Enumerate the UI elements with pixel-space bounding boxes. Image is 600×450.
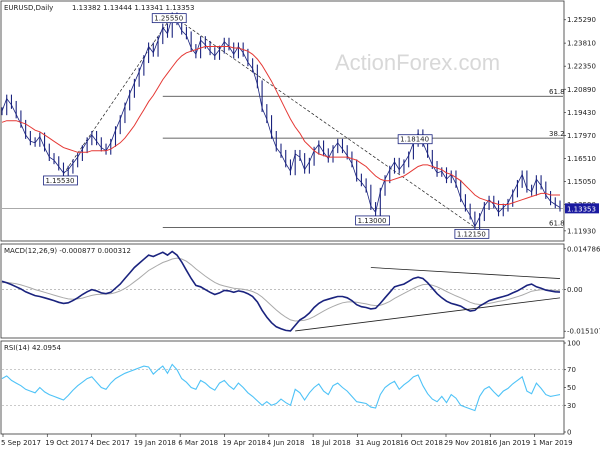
price-ytick-label: 1.20890 bbox=[567, 86, 596, 94]
fib-label-1: 38.2 bbox=[549, 130, 565, 138]
rsi-ytick-label: 0 bbox=[567, 429, 571, 437]
watermark: ActionForex.com bbox=[335, 50, 500, 75]
fib-label-2: 61.8 bbox=[549, 219, 565, 227]
rsi-panel-frame bbox=[0, 340, 565, 435]
price-ytick-label: 1.22350 bbox=[567, 63, 596, 71]
x-tick-label: 4 Dec 2017 bbox=[90, 439, 130, 447]
annotation-box-1 bbox=[151, 13, 187, 24]
current-price-tag bbox=[565, 203, 599, 214]
rsi-title: RSI(14) 42.0954 bbox=[4, 344, 61, 352]
x-tick-label: 6 Mar 2018 bbox=[178, 439, 218, 447]
current-price-label: 1.13353 bbox=[567, 205, 596, 213]
x-tick-label: 5 Sep 2017 bbox=[1, 439, 41, 447]
x-tick-label: 19 Apr 2018 bbox=[223, 439, 266, 447]
macd-ytick-label: 0.00 bbox=[567, 286, 583, 294]
rsi-ytick-label: 30 bbox=[567, 402, 576, 410]
rsi-ytick-label: 100 bbox=[567, 340, 580, 348]
macd-trendline-1 bbox=[370, 267, 561, 279]
price-ohlc: 1.13382 1.13444 1.13341 1.13353 bbox=[72, 4, 194, 12]
price-layer: 61.8 38.2 61.8 1.15530 1.25550 1.13000 1.18140… bbox=[1, 12, 565, 239]
annotation-label-2: 1.13000 bbox=[358, 217, 387, 225]
macd-layer bbox=[1, 250, 563, 332]
price-trendline-1 bbox=[172, 15, 476, 228]
rsi-ytick-label: 50 bbox=[567, 384, 576, 392]
rsi-series bbox=[1, 363, 561, 412]
rsi-ytick-label: 70 bbox=[567, 366, 576, 374]
price-ytick-label: 1.15050 bbox=[567, 178, 596, 186]
macd-ytick-label: -0.015107 bbox=[567, 328, 600, 336]
annotation-box-3 bbox=[397, 134, 433, 145]
price-ytick-label: 1.23810 bbox=[567, 40, 596, 48]
x-tick-label: 18 Jul 2018 bbox=[311, 439, 351, 447]
price-panel-frame bbox=[0, 0, 565, 242]
x-tick-label: 31 Aug 2018 bbox=[355, 439, 400, 447]
macd-ytick-label: 0.014786 bbox=[567, 245, 600, 253]
price-ytick-label: 1.16510 bbox=[567, 155, 596, 163]
price-title: EURUSD,Daily bbox=[4, 4, 53, 12]
price-ytick-label: 1.11930 bbox=[567, 227, 596, 235]
fib-label-0: 61.8 bbox=[549, 88, 565, 96]
annotation-box-0 bbox=[43, 175, 78, 186]
price-trendline-0 bbox=[63, 15, 173, 175]
price-ytick-label: 1.25290 bbox=[567, 16, 596, 24]
annotation-label-0: 1.15530 bbox=[45, 177, 74, 185]
macd-title: MACD(12,26,9) -0.000877 0.000312 bbox=[4, 247, 131, 255]
x-tick-label: 19 Oct 2017 bbox=[45, 439, 88, 447]
x-tick-label: 16 Jan 2019 bbox=[488, 439, 530, 447]
price-series bbox=[1, 15, 561, 228]
macd-trendline-0 bbox=[295, 297, 561, 332]
x-tick-label: 19 Jan 2018 bbox=[134, 439, 176, 447]
rsi-layer bbox=[1, 363, 563, 412]
ma-series bbox=[1, 46, 560, 205]
macd-panel-frame bbox=[0, 243, 565, 339]
x-tick-label: 16 Oct 2018 bbox=[400, 439, 443, 447]
x-tick-label: 29 Nov 2018 bbox=[444, 439, 489, 447]
x-tick-label: 1 Mar 2019 bbox=[533, 439, 573, 447]
macd-signal-series bbox=[1, 257, 561, 322]
annotation-label-4: 1.12150 bbox=[457, 230, 486, 238]
annotation-label-1: 1.25550 bbox=[154, 15, 183, 23]
annotation-label-3: 1.18140 bbox=[400, 136, 429, 144]
axes-layer: 1.25290 1.23810 1.22350 1.20890 1.19430 1.179… bbox=[1, 16, 600, 447]
x-tick-label: 4 Jun 2018 bbox=[267, 439, 305, 447]
price-ytick-label: 1.19430 bbox=[567, 109, 596, 117]
annotation-box-2 bbox=[355, 215, 390, 226]
annotation-box-4 bbox=[454, 228, 490, 239]
price-ytick-label: 1.17970 bbox=[567, 132, 596, 140]
